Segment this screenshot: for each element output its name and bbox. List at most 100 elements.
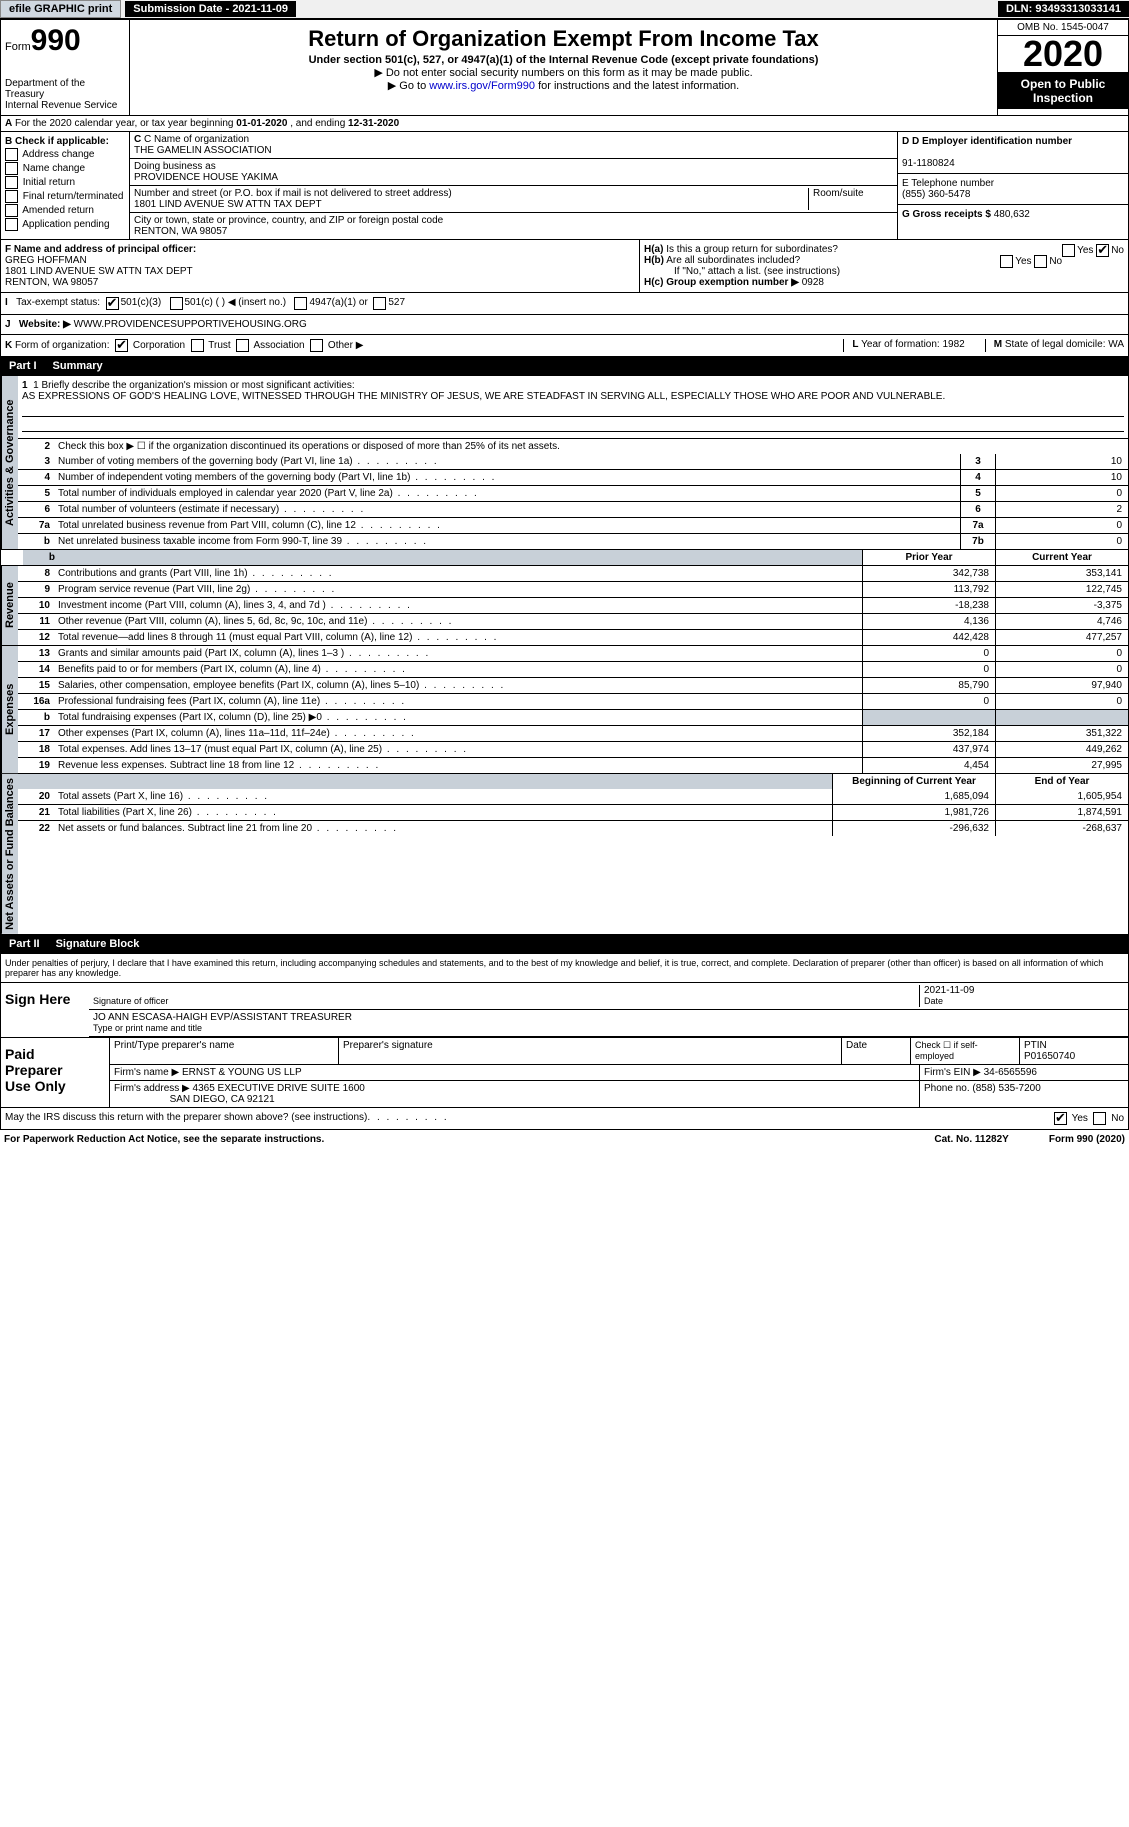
- prep-date-header: Date: [842, 1038, 911, 1064]
- section-fh: F Name and address of principal officer:…: [0, 240, 1129, 293]
- summary-row: 10Investment income (Part VIII, column (…: [18, 597, 1128, 613]
- summary-row: 4Number of independent voting members of…: [18, 469, 1128, 485]
- chk-527[interactable]: [373, 297, 386, 310]
- dba-value: PROVIDENCE HOUSE YAKIMA: [134, 172, 278, 183]
- sig-declaration: Under penalties of perjury, I declare th…: [1, 954, 1128, 982]
- chk-corporation[interactable]: [115, 339, 128, 352]
- cat-number: Cat. No. 11282Y: [934, 1134, 1008, 1145]
- website-url: WWW.PROVIDENCESUPPORTIVEHOUSING.ORG: [74, 319, 307, 330]
- ptin-label: PTIN: [1024, 1040, 1047, 1051]
- firm-ein: 34-6565596: [984, 1067, 1037, 1078]
- summary-row: 6Total number of volunteers (estimate if…: [18, 501, 1128, 517]
- ptin-value: P01650740: [1024, 1051, 1075, 1062]
- form-subtitle: Under section 501(c), 527, or 4947(a)(1)…: [134, 54, 993, 66]
- summary-row: 18Total expenses. Add lines 13–17 (must …: [18, 741, 1128, 757]
- vtab-revenue: Revenue: [1, 566, 18, 645]
- prep-check-header: Check ☐ if self-employed: [911, 1038, 1020, 1064]
- prep-sig-header: Preparer's signature: [339, 1038, 842, 1064]
- vtab-expenses: Expenses: [1, 646, 18, 773]
- summary-row: bNet unrelated business taxable income f…: [18, 533, 1128, 549]
- discuss-label: May the IRS discuss this return with the…: [5, 1112, 367, 1125]
- mission-text: AS EXPRESSIONS OF GOD'S HEALING LOVE, WI…: [22, 391, 945, 402]
- form-number: 990: [31, 24, 81, 57]
- phone-value: (855) 360-5478: [902, 189, 970, 200]
- vtab-net-assets: Net Assets or Fund Balances: [1, 774, 18, 934]
- chk-amended[interactable]: [5, 204, 18, 217]
- summary-row: 13Grants and similar amounts paid (Part …: [18, 646, 1128, 661]
- part-i-title: Summary: [45, 357, 1128, 375]
- discuss-no[interactable]: [1093, 1112, 1106, 1125]
- summary-row: 20Total assets (Part X, line 16)1,685,09…: [18, 789, 1128, 804]
- summary-row: 14Benefits paid to or for members (Part …: [18, 661, 1128, 677]
- summary-row: 11Other revenue (Part VIII, column (A), …: [18, 613, 1128, 629]
- chk-name-change[interactable]: [5, 162, 18, 175]
- col-c-org-info: C C Name of organization THE GAMELIN ASS…: [130, 132, 897, 239]
- signature-block: Under penalties of perjury, I declare th…: [0, 954, 1129, 1038]
- chk-address-change[interactable]: [5, 148, 18, 161]
- hb-yes[interactable]: [1000, 255, 1013, 268]
- col-b-checkboxes: B Check if applicable: Address change Na…: [1, 132, 130, 239]
- prep-name-header: Print/Type preparer's name: [110, 1038, 339, 1064]
- part-ii-header: Part II Signature Block: [0, 935, 1129, 954]
- goto-line: ▶ Go to www.irs.gov/Form990 for instruct…: [134, 79, 993, 92]
- date-label: Date: [924, 996, 943, 1006]
- irs-link[interactable]: www.irs.gov/Form990: [429, 80, 535, 92]
- chk-501c3[interactable]: [106, 297, 119, 310]
- chk-trust[interactable]: [191, 339, 204, 352]
- chk-app-pending[interactable]: [5, 218, 18, 231]
- sig-officer-label: Signature of officer: [93, 996, 168, 1006]
- summary-row: 19Revenue less expenses. Subtract line 1…: [18, 757, 1128, 773]
- part-i-header: Part I Summary: [0, 357, 1129, 376]
- summary-row: 15Salaries, other compensation, employee…: [18, 677, 1128, 693]
- part-ii-label: Part II: [1, 935, 48, 953]
- city-value: RENTON, WA 98057: [134, 226, 227, 237]
- section-bcd: B Check if applicable: Address change Na…: [0, 132, 1129, 240]
- summary-row: 8Contributions and grants (Part VIII, li…: [18, 566, 1128, 581]
- chk-501c[interactable]: [170, 297, 183, 310]
- line2-checkbox: Check this box ▶ ☐ if the organization d…: [54, 439, 1128, 454]
- firm-city: SAN DIEGO, CA 92121: [170, 1094, 275, 1105]
- chk-association[interactable]: [236, 339, 249, 352]
- ha-no[interactable]: [1096, 244, 1109, 257]
- vtab-governance: Activities & Governance: [1, 376, 18, 549]
- summary-row: 12Total revenue—add lines 8 through 11 (…: [18, 629, 1128, 645]
- prep-phone-label: Phone no.: [924, 1083, 970, 1094]
- row-a-tax-year: A For the 2020 calendar year, or tax yea…: [0, 116, 1129, 132]
- col-begin-year: Beginning of Current Year: [832, 774, 995, 789]
- officer-addr1: 1801 LIND AVENUE SW ATTN TAX DEPT: [5, 266, 193, 277]
- summary-row: 5Total number of individuals employed in…: [18, 485, 1128, 501]
- officer-printed-name: JO ANN ESCASA-HAIGH EVP/ASSISTANT TREASU…: [93, 1012, 352, 1023]
- summary-row: 9Program service revenue (Part VIII, lin…: [18, 581, 1128, 597]
- paid-preparer-label: PaidPreparerUse Only: [1, 1038, 110, 1107]
- street-label: Number and street (or P.O. box if mail i…: [134, 188, 452, 199]
- summary-row: 22Net assets or fund balances. Subtract …: [18, 820, 1128, 836]
- hb-no[interactable]: [1034, 255, 1047, 268]
- summary-row: 17Other expenses (Part IX, column (A), l…: [18, 725, 1128, 741]
- ssn-warning: ▶ Do not enter social security numbers o…: [134, 66, 993, 79]
- firm-name: ERNST & YOUNG US LLP: [182, 1067, 302, 1078]
- col-de: D D Employer identification number 91-11…: [897, 132, 1128, 239]
- ha-yes[interactable]: [1062, 244, 1075, 257]
- summary-row: 7aTotal unrelated business revenue from …: [18, 517, 1128, 533]
- col-current-year: Current Year: [995, 550, 1128, 565]
- chk-final-return[interactable]: [5, 190, 18, 203]
- summary-block: Activities & Governance 1 1 Briefly desc…: [0, 376, 1129, 935]
- ein-label: D Employer identification number: [912, 136, 1072, 147]
- mission-label: 1 Briefly describe the organization's mi…: [33, 380, 355, 391]
- part-ii-title: Signature Block: [48, 935, 1128, 953]
- discuss-yes[interactable]: [1054, 1112, 1067, 1125]
- efile-button[interactable]: efile GRAPHIC print: [0, 0, 121, 18]
- org-name-label: C Name of organization: [144, 134, 249, 145]
- firm-addr: 4365 EXECUTIVE DRIVE SUITE 1600: [193, 1083, 365, 1094]
- phone-label: E Telephone number: [902, 178, 994, 189]
- chk-4947[interactable]: [294, 297, 307, 310]
- summary-row: bTotal fundraising expenses (Part IX, co…: [18, 709, 1128, 725]
- chk-initial-return[interactable]: [5, 176, 18, 189]
- form-header: Form990 Department of the TreasuryIntern…: [0, 19, 1129, 116]
- gross-value: 480,632: [994, 209, 1030, 220]
- chk-other[interactable]: [310, 339, 323, 352]
- city-label: City or town, state or province, country…: [134, 215, 443, 226]
- firm-name-label: Firm's name ▶: [114, 1067, 179, 1078]
- dept-label: Department of the TreasuryInternal Reven…: [5, 78, 125, 111]
- row-k-form-org: K Form of organization: Corporation Trus…: [0, 335, 1129, 357]
